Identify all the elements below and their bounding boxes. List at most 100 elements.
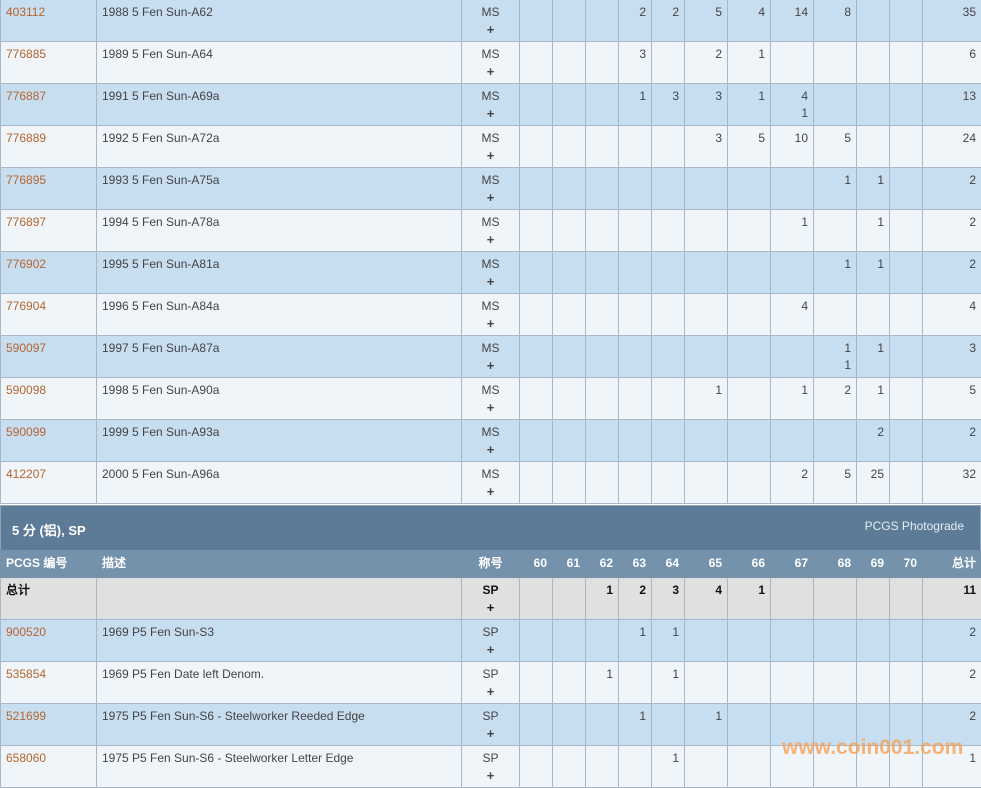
col-grade-62[interactable]: 62 — [586, 551, 619, 578]
col-grade-70[interactable]: 70 — [890, 551, 923, 578]
grade-69-count[interactable]: 1 — [857, 210, 890, 252]
pcgs-number-link[interactable]: 776889 — [6, 131, 46, 145]
grade-62-count[interactable]: 1 — [586, 662, 619, 704]
grade-69-count[interactable]: 25 — [857, 462, 890, 504]
grade-65-count[interactable]: 3 — [685, 126, 728, 168]
grade-68-count[interactable]: 8 — [814, 0, 857, 42]
expand-plus-icon[interactable]: + — [467, 21, 514, 38]
grade-69-count[interactable]: 2 — [857, 420, 890, 462]
pcgs-number-link[interactable]: 590097 — [6, 341, 46, 355]
expand-plus-icon[interactable]: + — [467, 189, 514, 206]
grade-66-count[interactable]: 1 — [728, 578, 771, 620]
expand-plus-icon[interactable]: + — [467, 231, 514, 248]
expand-plus-icon[interactable]: + — [467, 63, 514, 80]
expand-plus-icon[interactable]: + — [467, 147, 514, 164]
col-grade-68[interactable]: 68 — [814, 551, 857, 578]
grade-64-count[interactable]: 1 — [652, 662, 685, 704]
grade-63-count[interactable]: 1 — [619, 704, 652, 746]
grade-63-count[interactable]: 3 — [619, 42, 652, 84]
col-grade-69[interactable]: 69 — [857, 551, 890, 578]
grade-67-count[interactable]: 14 — [771, 0, 814, 42]
col-grade-64[interactable]: 64 — [652, 551, 685, 578]
pcgs-photograde-link[interactable]: PCGS Photograde — [865, 519, 964, 533]
grade-67-count[interactable]: 10 — [771, 126, 814, 168]
expand-plus-icon[interactable]: + — [467, 641, 514, 658]
grade-68-count[interactable]: 5 — [814, 126, 857, 168]
pcgs-number-link[interactable]: 776897 — [6, 215, 46, 229]
grade-69-count[interactable]: 1 — [857, 252, 890, 294]
grade-64-count[interactable]: 2 — [652, 0, 685, 42]
grade-66-count[interactable]: 1 — [728, 84, 771, 126]
col-grade-60[interactable]: 60 — [520, 551, 553, 578]
grade-69-count[interactable]: 1 — [857, 378, 890, 420]
col-pcgs-number[interactable]: PCGS 编号 — [1, 551, 97, 578]
pcgs-number-link[interactable]: 590098 — [6, 383, 46, 397]
grade-64-count[interactable]: 1 — [652, 620, 685, 662]
grade-63-count[interactable]: 1 — [619, 620, 652, 662]
expand-plus-icon[interactable]: + — [467, 273, 514, 290]
grade-67-count[interactable]: 4 1 — [771, 84, 814, 126]
grade-64-count[interactable]: 3 — [652, 84, 685, 126]
pcgs-number-link[interactable]: 776885 — [6, 47, 46, 61]
grade-69-count[interactable]: 1 — [857, 168, 890, 210]
grade-63-count[interactable]: 2 — [619, 578, 652, 620]
expand-plus-icon[interactable]: + — [467, 599, 514, 616]
grade-65-count[interactable]: 4 — [685, 578, 728, 620]
grade-65-count[interactable]: 5 — [685, 0, 728, 42]
grade-63-count[interactable]: 2 — [619, 0, 652, 42]
grade-64-count — [652, 294, 685, 336]
expand-plus-icon[interactable]: + — [467, 357, 514, 374]
col-grade-66[interactable]: 66 — [728, 551, 771, 578]
col-total[interactable]: 总计 — [923, 551, 981, 578]
grade-67-count[interactable]: 1 — [771, 210, 814, 252]
expand-plus-icon[interactable]: + — [467, 315, 514, 332]
grade-67-count[interactable]: 2 — [771, 462, 814, 504]
pcgs-number-link[interactable]: 776902 — [6, 257, 46, 271]
grade-67-count[interactable]: 1 — [771, 378, 814, 420]
grade-61-count — [553, 294, 586, 336]
pcgs-number-link[interactable]: 521699 — [6, 709, 46, 723]
expand-plus-icon[interactable]: + — [467, 105, 514, 122]
pcgs-number-link[interactable]: 590099 — [6, 425, 46, 439]
col-grade-67[interactable]: 67 — [771, 551, 814, 578]
grade-69-count[interactable]: 1 — [857, 336, 890, 378]
pcgs-number-link[interactable]: 776887 — [6, 89, 46, 103]
expand-plus-icon[interactable]: + — [467, 441, 514, 458]
description-cell: 2000 5 Fen Sun-A96a — [97, 462, 462, 504]
grade-68-count[interactable]: 1 — [814, 252, 857, 294]
pcgs-number-link[interactable]: 403112 — [6, 5, 45, 19]
grade-64-count[interactable]: 3 — [652, 578, 685, 620]
grade-63-count[interactable]: 1 — [619, 84, 652, 126]
grade-68-count[interactable]: 2 — [814, 378, 857, 420]
grade-68-count[interactable]: 1 — [814, 168, 857, 210]
grade-65-count[interactable]: 1 — [685, 378, 728, 420]
grade-60-count — [520, 662, 553, 704]
expand-plus-icon[interactable]: + — [467, 483, 514, 500]
col-grade-61[interactable]: 61 — [553, 551, 586, 578]
pcgs-number-link[interactable]: 776895 — [6, 173, 46, 187]
expand-plus-icon[interactable]: + — [467, 399, 514, 416]
expand-plus-icon[interactable]: + — [467, 725, 514, 742]
grade-67-count[interactable]: 4 — [771, 294, 814, 336]
grade-66-count[interactable]: 5 — [728, 126, 771, 168]
col-grade-63[interactable]: 63 — [619, 551, 652, 578]
pcgs-number-link[interactable]: 412207 — [6, 467, 46, 481]
pcgs-number-link[interactable]: 658060 — [6, 751, 46, 765]
grade-66-count[interactable]: 4 — [728, 0, 771, 42]
pcgs-number-link[interactable]: 535854 — [6, 667, 46, 681]
grade-68-count[interactable]: 5 — [814, 462, 857, 504]
grade-65-count[interactable]: 1 — [685, 704, 728, 746]
grade-65-count[interactable]: 2 — [685, 42, 728, 84]
grade-65-count[interactable]: 3 — [685, 84, 728, 126]
grade-68-count[interactable]: 1 1 — [814, 336, 857, 378]
grade-66-count[interactable]: 1 — [728, 42, 771, 84]
pcgs-number-link[interactable]: 900520 — [6, 625, 46, 639]
col-designation[interactable]: 称号 — [462, 551, 520, 578]
expand-plus-icon[interactable]: + — [467, 683, 514, 700]
pcgs-number-link[interactable]: 776904 — [6, 299, 46, 313]
grade-62-count[interactable]: 1 — [586, 578, 619, 620]
col-description[interactable]: 描述 — [97, 551, 462, 578]
grade-64-count[interactable]: 1 — [652, 746, 685, 788]
grade-62-count — [586, 420, 619, 462]
col-grade-65[interactable]: 65 — [685, 551, 728, 578]
